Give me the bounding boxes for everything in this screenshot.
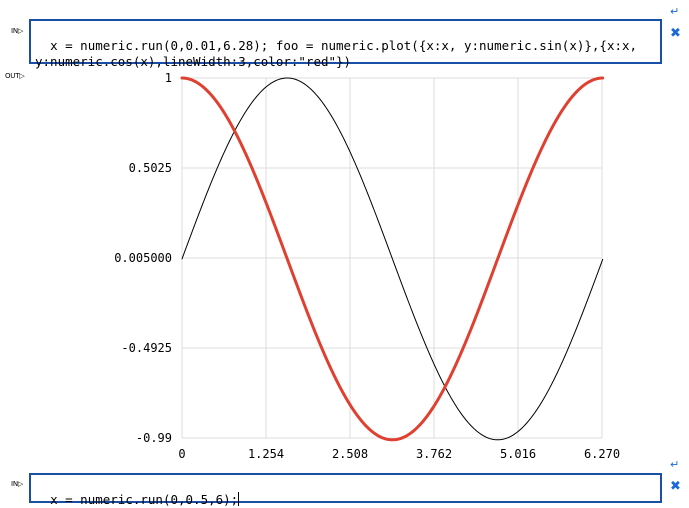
series-cos-line [180, 76, 605, 442]
cell-2-code-input[interactable]: x = numeric.run(0,0.5,6); [29, 473, 662, 507]
x-tick-label: 0 [178, 447, 185, 461]
prompt-arrow-icon: ▷ [19, 72, 25, 80]
y-tick-label: 1 [165, 71, 172, 85]
cell-2-code-text: x = numeric.run(0,0.5,6); [50, 492, 239, 507]
enter-icon[interactable]: ↵ [670, 5, 680, 18]
y-tick-label: 0.005000 [114, 251, 172, 265]
prompt-arrow-icon: ▷ [17, 27, 24, 35]
text-caret [238, 492, 240, 506]
cell-2-in-label: IN [11, 480, 18, 488]
cell-2-in-prompt: IN▷ [11, 480, 23, 488]
cell-1-out-label: OUT [5, 72, 20, 80]
x-tick-label: 5.016 [500, 447, 536, 461]
cell-1-in-label: IN [11, 27, 18, 35]
cell-1-in-prompt: IN▷ [11, 27, 23, 35]
enter-icon[interactable]: ↵ [670, 458, 680, 471]
x-tick-label: 1.254 [248, 447, 284, 461]
x-tick-label: 2.508 [332, 447, 368, 461]
plot-chart: 0 1.254 2.508 3.762 5.016 6.270 1 0.5025 0.00500… [114, 71, 620, 461]
series-sin-line [181, 77, 604, 441]
close-icon[interactable]: ✖ [670, 26, 681, 41]
y-tick-label: -0.4925 [121, 341, 172, 355]
cell-1-code-text: x = numeric.run(0,0.01,6.28); foo = nume… [35, 38, 645, 69]
close-icon[interactable]: ✖ [670, 479, 681, 494]
prompt-arrow-icon: ▷ [17, 480, 24, 488]
cell-1-code-input[interactable]: x = numeric.run(0,0.01,6.28); foo = nume… [29, 19, 662, 69]
x-tick-label: 3.762 [416, 447, 452, 461]
y-tick-label: -0.99 [136, 431, 172, 445]
plot-series [180, 76, 605, 442]
y-tick-label: 0.5025 [129, 161, 172, 175]
cell-1-out-prompt: OUT▷ [5, 72, 25, 80]
plot-tick-labels: 0 1.254 2.508 3.762 5.016 6.270 1 0.5025 0.00500… [114, 71, 620, 461]
x-tick-label: 6.270 [584, 447, 620, 461]
